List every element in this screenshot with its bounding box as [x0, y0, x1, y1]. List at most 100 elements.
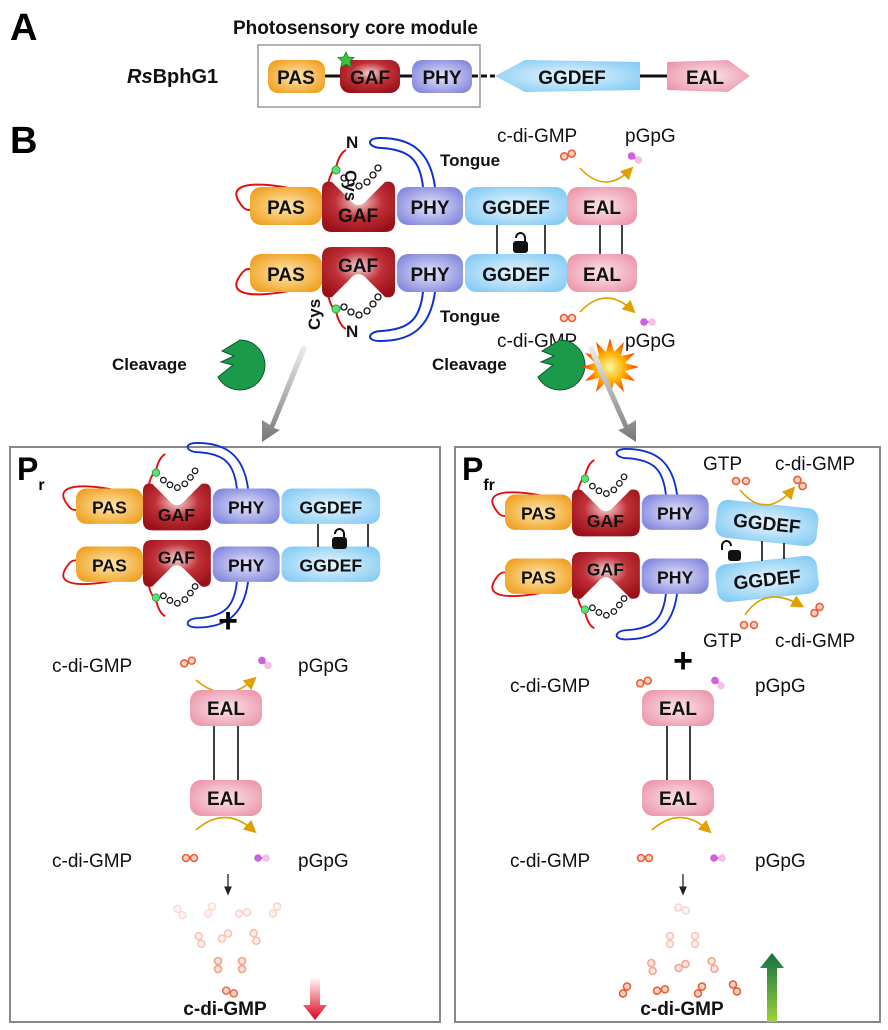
pfr-eal-top: EAL [642, 690, 714, 726]
cleavage-label-right: Cleavage [432, 355, 507, 374]
pr-substrate-bottom: c-di-GMP [52, 851, 132, 872]
pfr-substrate-bottom: c-di-GMP [510, 851, 590, 872]
panel-b: B PAS GAF PHY GGDEF EAL PAS GAF PHY GGDE… [10, 120, 676, 442]
svg-text:PHY: PHY [657, 504, 694, 524]
light-sun-icon [581, 338, 639, 396]
svg-text:EAL: EAL [207, 699, 245, 720]
pfr-product-bottom: pGpG [755, 851, 806, 872]
svg-text:PHY: PHY [657, 568, 694, 588]
cys-label-bottom: Cys [305, 299, 324, 330]
svg-text:GAF: GAF [158, 547, 195, 567]
lock-open-icon [721, 540, 741, 561]
pfr-gtp-top: GTP [703, 454, 742, 475]
b-dimer-contacts [496, 225, 623, 254]
svg-text:PHY: PHY [410, 265, 449, 286]
panel-label-a: A [10, 7, 37, 49]
pfr-cdg-pool [617, 902, 743, 1000]
b-bottom-monomer: PAS GAF PHY GGDEF EAL [235, 247, 637, 343]
svg-text:EAL: EAL [659, 789, 697, 810]
a-gaf-domain: GAF [340, 60, 400, 93]
tongue-label-top: Tongue [440, 151, 500, 170]
svg-text:PAS: PAS [521, 504, 556, 524]
svg-text:PAS: PAS [267, 265, 305, 286]
n-term-label-top: N [346, 133, 358, 152]
pr-product-bottom: pGpG [298, 851, 349, 872]
svg-text:GAF: GAF [338, 206, 378, 227]
svg-text:EAL: EAL [583, 265, 621, 286]
pfr-eal-bottom: EAL [642, 780, 714, 816]
pr-top-monomer: PAS GAF PHY GGDEF [62, 442, 381, 531]
a-pas-domain: PAS [268, 60, 325, 93]
svg-text:GGDEF: GGDEF [299, 498, 362, 518]
svg-text:PHY: PHY [422, 68, 461, 89]
a-ggdef-domain: GGDEF [495, 60, 640, 92]
plus-sign: + [218, 602, 238, 640]
svg-text:PHY: PHY [228, 556, 265, 576]
svg-text:EAL: EAL [207, 789, 245, 810]
product-label-bottom: pGpG [625, 331, 676, 352]
pr-substrate-top: c-di-GMP [52, 656, 132, 677]
pfr-product-top: pGpG [755, 676, 806, 697]
lock-closed-icon [513, 232, 528, 253]
svg-text:PAS: PAS [267, 198, 305, 219]
panel-pr: Pr PAS GAF PHY GGDEF PAS GAF PHY GGDEF +… [9, 442, 441, 1023]
panel-pfr: Pfr PAS GAF PHY PAS GAF PHY GGDEF GGDEF … [454, 446, 881, 1023]
svg-text:EAL: EAL [686, 68, 724, 89]
product-label-top: pGpG [625, 126, 676, 147]
n-term-label-bottom: N [346, 322, 358, 341]
svg-text:PAS: PAS [92, 498, 127, 518]
cleavage-label-left: Cleavage [112, 355, 187, 374]
pr-eal-top: EAL [190, 690, 262, 726]
pr-cdg-pool [171, 900, 283, 999]
svg-text:GGDEF: GGDEF [482, 198, 550, 219]
svg-text:PHY: PHY [228, 498, 265, 518]
substrate-label-top: c-di-GMP [497, 126, 577, 147]
pfr-ggdef-top: GGDEF [715, 499, 819, 547]
pr-label: Pr [17, 451, 45, 494]
svg-text:GAF: GAF [338, 256, 378, 277]
pfr-bottom-monomer: PAS GAF PHY [491, 552, 709, 641]
pr-eal-bottom: EAL [190, 780, 262, 816]
svg-text:GGDEF: GGDEF [299, 556, 362, 576]
pfr-cdg-top: c-di-GMP [775, 454, 855, 475]
arrow-to-pfr [588, 345, 636, 442]
svg-text:GAF: GAF [587, 511, 624, 531]
pr-product-top: pGpG [298, 656, 349, 677]
b-top-monomer: PAS GAF PHY GGDEF EAL [235, 136, 637, 232]
svg-text:PAS: PAS [521, 568, 556, 588]
pfr-cdg-bottom: c-di-GMP [775, 631, 855, 652]
a-phy-domain: PHY [412, 60, 472, 93]
protease-pacman-icon-left [217, 339, 266, 391]
decrease-arrow-icon [303, 977, 327, 1020]
increase-arrow-icon [760, 953, 784, 1022]
svg-text:PAS: PAS [277, 68, 315, 89]
a-eal-domain: EAL [667, 60, 750, 92]
pfr-result-label: c-di-GMP [640, 999, 724, 1020]
panel-label-b: B [10, 120, 37, 162]
svg-text:GAF: GAF [350, 68, 390, 89]
svg-text:EAL: EAL [583, 198, 621, 219]
protein-name: RsBphG1 [127, 66, 218, 88]
svg-text:GAF: GAF [158, 505, 195, 525]
cys-label-top: Cys [341, 170, 360, 201]
chromophore-star-icon [337, 51, 355, 68]
svg-text:PHY: PHY [410, 198, 449, 219]
svg-text:EAL: EAL [659, 699, 697, 720]
photosensory-module-box [257, 44, 481, 108]
plus-sign: + [673, 642, 693, 680]
tongue-label-bottom: Tongue [440, 307, 500, 326]
svg-text:GGDEF: GGDEF [538, 68, 606, 89]
pfr-top-monomer: PAS GAF PHY [491, 448, 709, 537]
pfr-substrate-top: c-di-GMP [510, 676, 590, 697]
pfr-ggdef-bottom: GGDEF [715, 555, 819, 603]
pr-bottom-monomer: PAS GAF PHY GGDEF [62, 540, 381, 629]
pfr-label: Pfr [462, 451, 495, 494]
pfr-gtp-bottom: GTP [703, 631, 742, 652]
lock-closed-icon [332, 528, 347, 549]
svg-text:GAF: GAF [587, 559, 624, 579]
arrow-to-pr [262, 345, 307, 442]
module-title: Photosensory core module [233, 18, 478, 39]
panel-a: A Photosensory core module RsBphG1 PAS G… [10, 7, 750, 108]
svg-text:PAS: PAS [92, 556, 127, 576]
